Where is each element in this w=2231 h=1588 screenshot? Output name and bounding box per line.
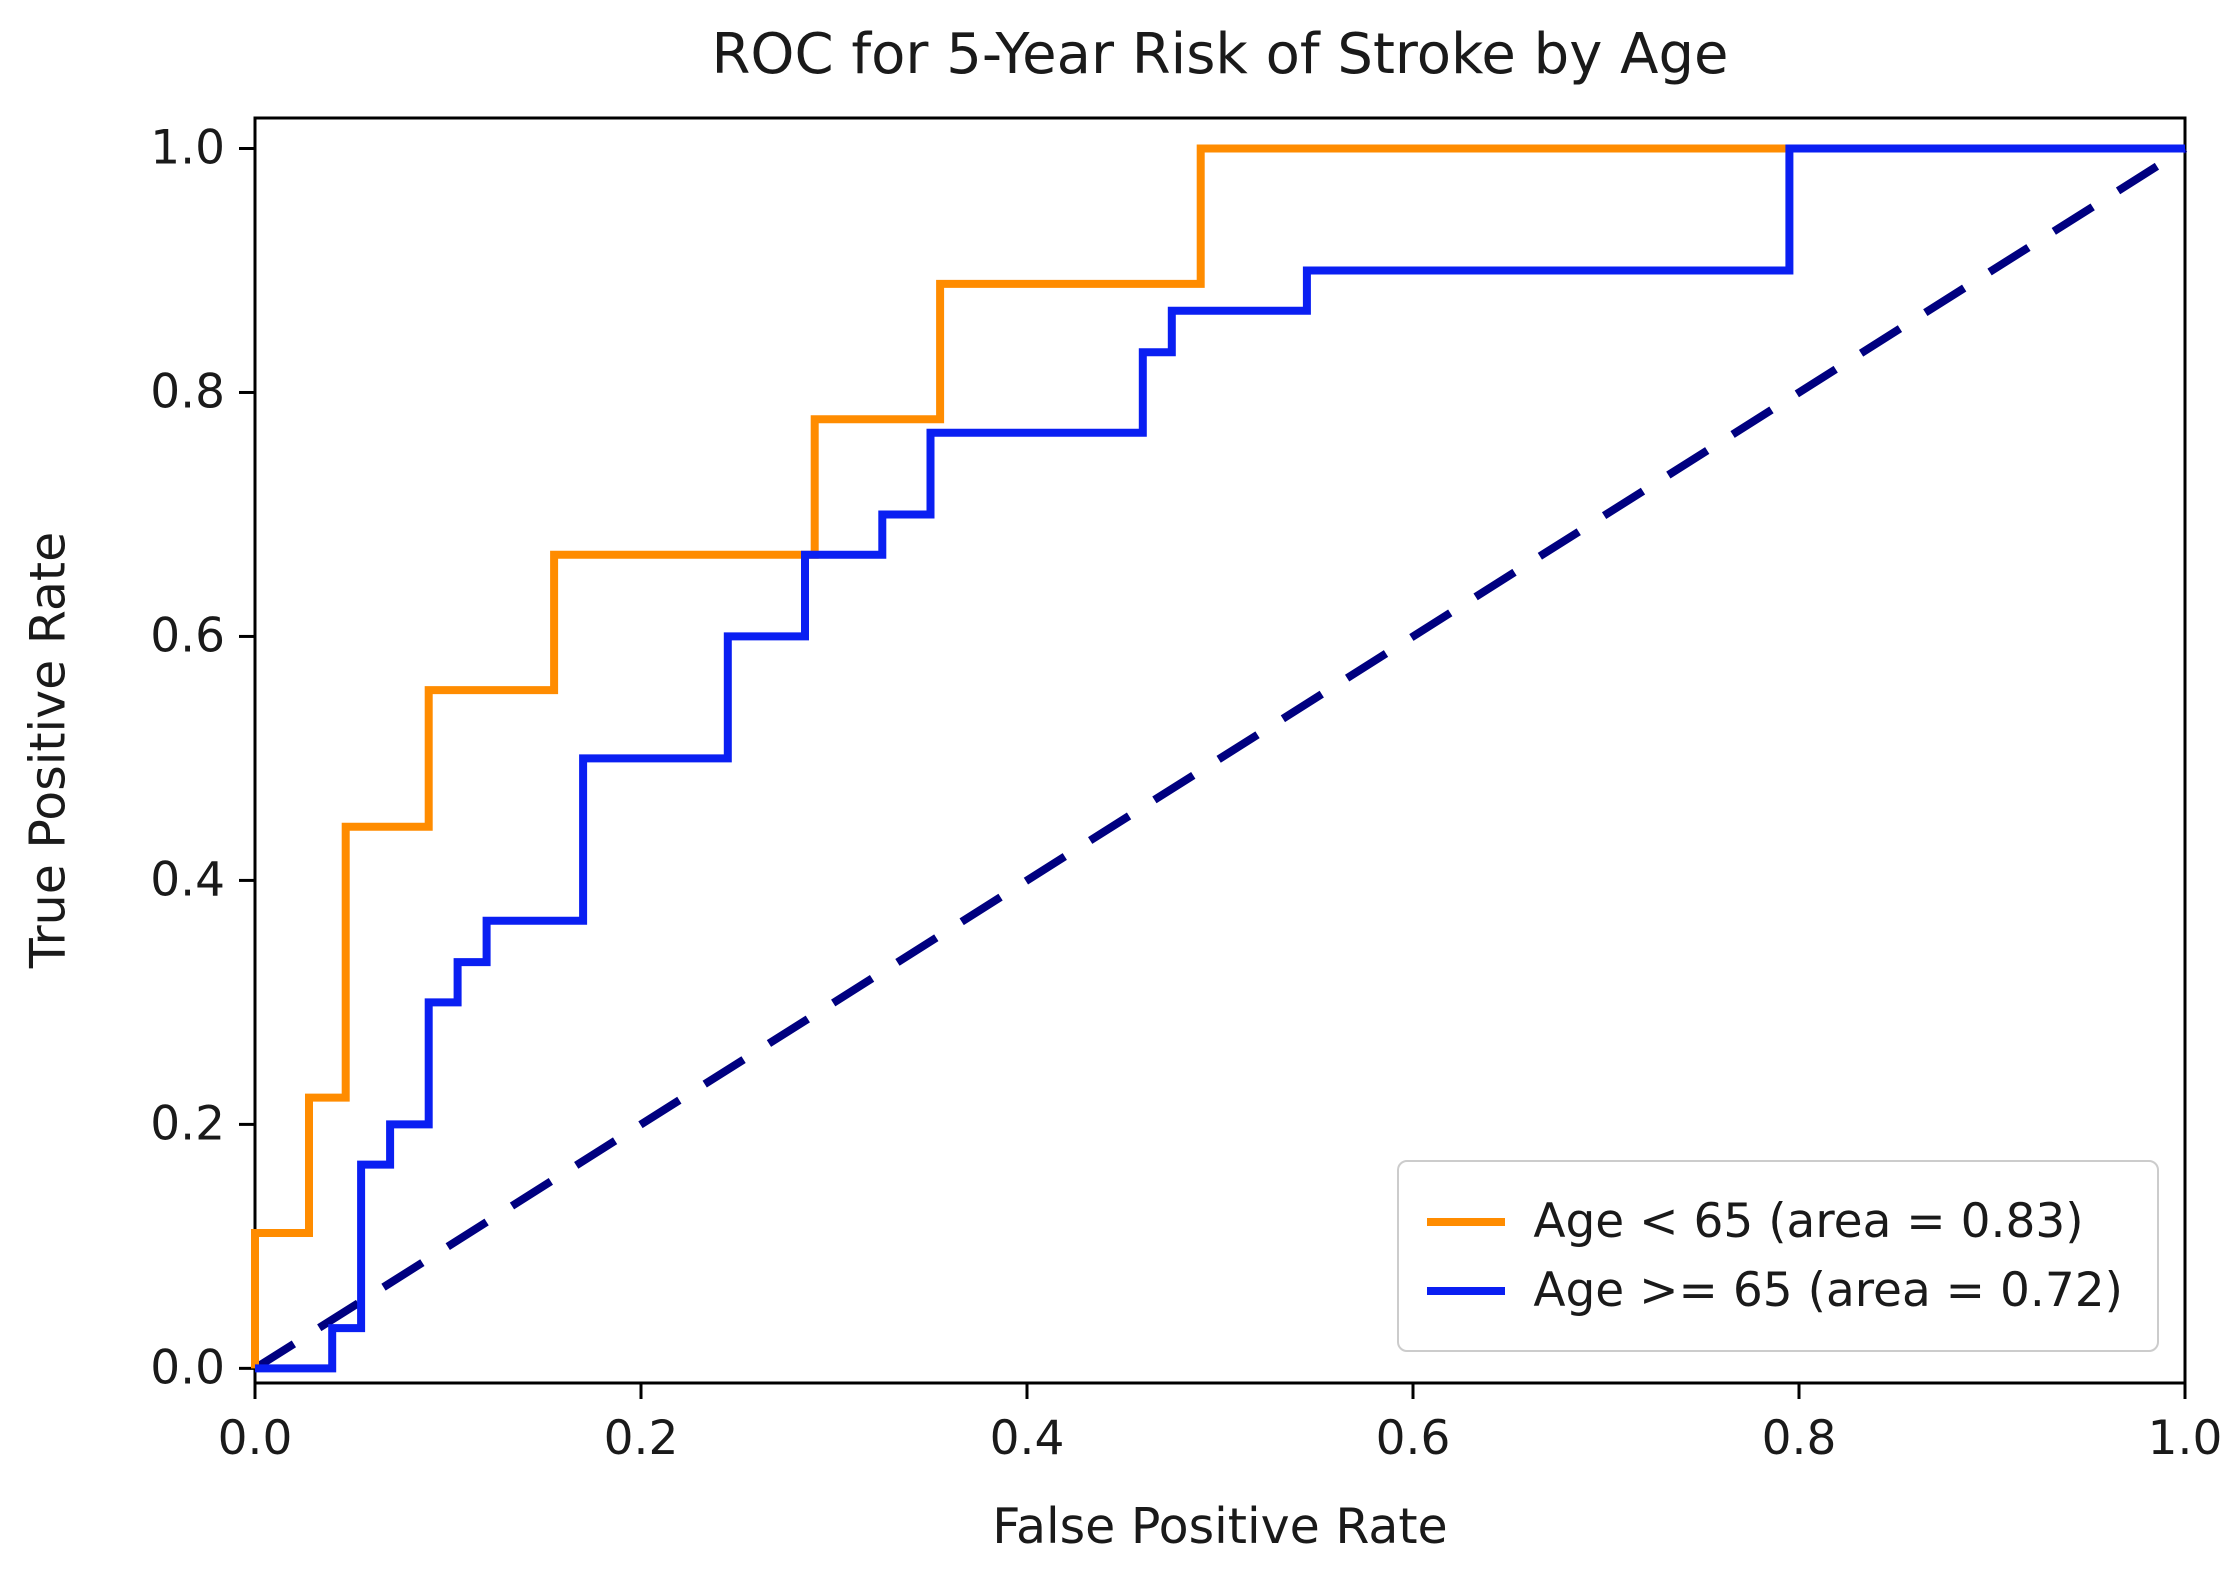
x-axis-label: False Positive Rate — [992, 1498, 1448, 1555]
y-tick-label: 0.0 — [150, 1340, 225, 1396]
x-tick-label: 0.0 — [217, 1411, 293, 1466]
x-tick-label: 1.0 — [2147, 1411, 2223, 1466]
chance-diagonal-line — [252, 145, 2188, 1372]
x-tick-label: 0.4 — [989, 1411, 1065, 1466]
roc-curve-age-lt-65 — [251, 144, 2185, 1369]
legend-row-age-gte-65: Age >= 65 (area = 0.72) — [1427, 1263, 2123, 1318]
legend-line-sample-age-gte-65 — [1427, 1286, 1506, 1295]
chart-title: ROC for 5-Year Risk of Stroke by Age — [711, 22, 1729, 87]
legend-label-age-lt-65: Age < 65 (area = 0.83) — [1533, 1194, 2084, 1249]
x-tick-label: 0.6 — [1375, 1411, 1451, 1466]
y-tick-label: 0.2 — [150, 1096, 225, 1152]
x-tick-label: 0.8 — [1761, 1411, 1837, 1466]
axes-frame — [253, 116, 2187, 1385]
y-tick-label: 0.6 — [150, 608, 225, 664]
x-tick-label: 0.2 — [603, 1411, 679, 1466]
y-tick-label: 1.0 — [150, 120, 225, 176]
y-tick-label: 0.4 — [150, 852, 225, 908]
legend-label-age-gte-65: Age >= 65 (area = 0.72) — [1533, 1263, 2123, 1318]
y-tick-label: 0.8 — [150, 364, 225, 420]
legend-row-age-lt-65: Age < 65 (area = 0.83) — [1427, 1194, 2123, 1249]
legend-line-sample-age-lt-65 — [1427, 1217, 1506, 1226]
legend: Age < 65 (area = 0.83) Age >= 65 (area = … — [1397, 1160, 2159, 1352]
roc-curve-age-gte-65 — [255, 144, 2185, 1373]
